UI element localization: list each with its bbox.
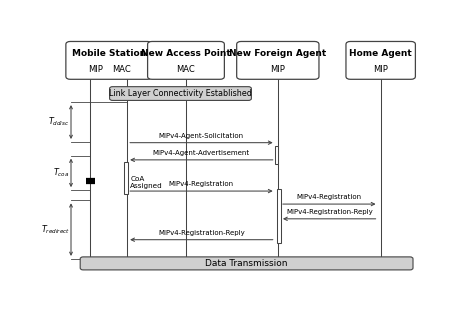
Text: New Access Point: New Access Point [141,49,231,58]
Text: Data Transmission: Data Transmission [205,259,288,268]
Text: MIPv4-Registration: MIPv4-Registration [169,181,234,187]
Text: Home Agent: Home Agent [349,49,412,58]
Text: Mobile Station: Mobile Station [72,49,146,58]
Text: MAC: MAC [112,65,131,74]
Text: CoA
Assigned: CoA Assigned [130,176,163,189]
Bar [275,145,278,164]
FancyBboxPatch shape [109,87,251,100]
Text: MIP: MIP [270,65,285,74]
Text: MIPv4-Agent-Solicitation: MIPv4-Agent-Solicitation [159,133,244,139]
Text: MIPv4-Agent-Advertisement: MIPv4-Agent-Advertisement [153,150,250,156]
FancyBboxPatch shape [80,257,413,270]
Text: $T_{{coa}}$: $T_{{coa}}$ [54,167,70,179]
Text: MIP: MIP [89,65,103,74]
Bar [277,189,281,243]
Text: MIPv4-Registration-Reply: MIPv4-Registration-Reply [286,209,373,215]
FancyBboxPatch shape [147,41,224,79]
Text: MAC: MAC [177,65,195,74]
Text: $T_{{redirect}}$: $T_{{redirect}}$ [41,223,70,236]
FancyBboxPatch shape [346,41,415,79]
Text: MIPv4-Registration: MIPv4-Registration [297,194,362,200]
Text: New Foreign Agent: New Foreign Agent [229,49,327,58]
Text: $T_{{ddisc}}$: $T_{{ddisc}}$ [48,116,70,128]
Text: MIP: MIP [373,65,388,74]
FancyBboxPatch shape [237,41,319,79]
Bar [124,162,128,194]
Text: MIPv4-Registration-Reply: MIPv4-Registration-Reply [158,230,245,236]
FancyBboxPatch shape [66,41,152,79]
Text: Link Layer Connectivity Established: Link Layer Connectivity Established [109,89,252,98]
